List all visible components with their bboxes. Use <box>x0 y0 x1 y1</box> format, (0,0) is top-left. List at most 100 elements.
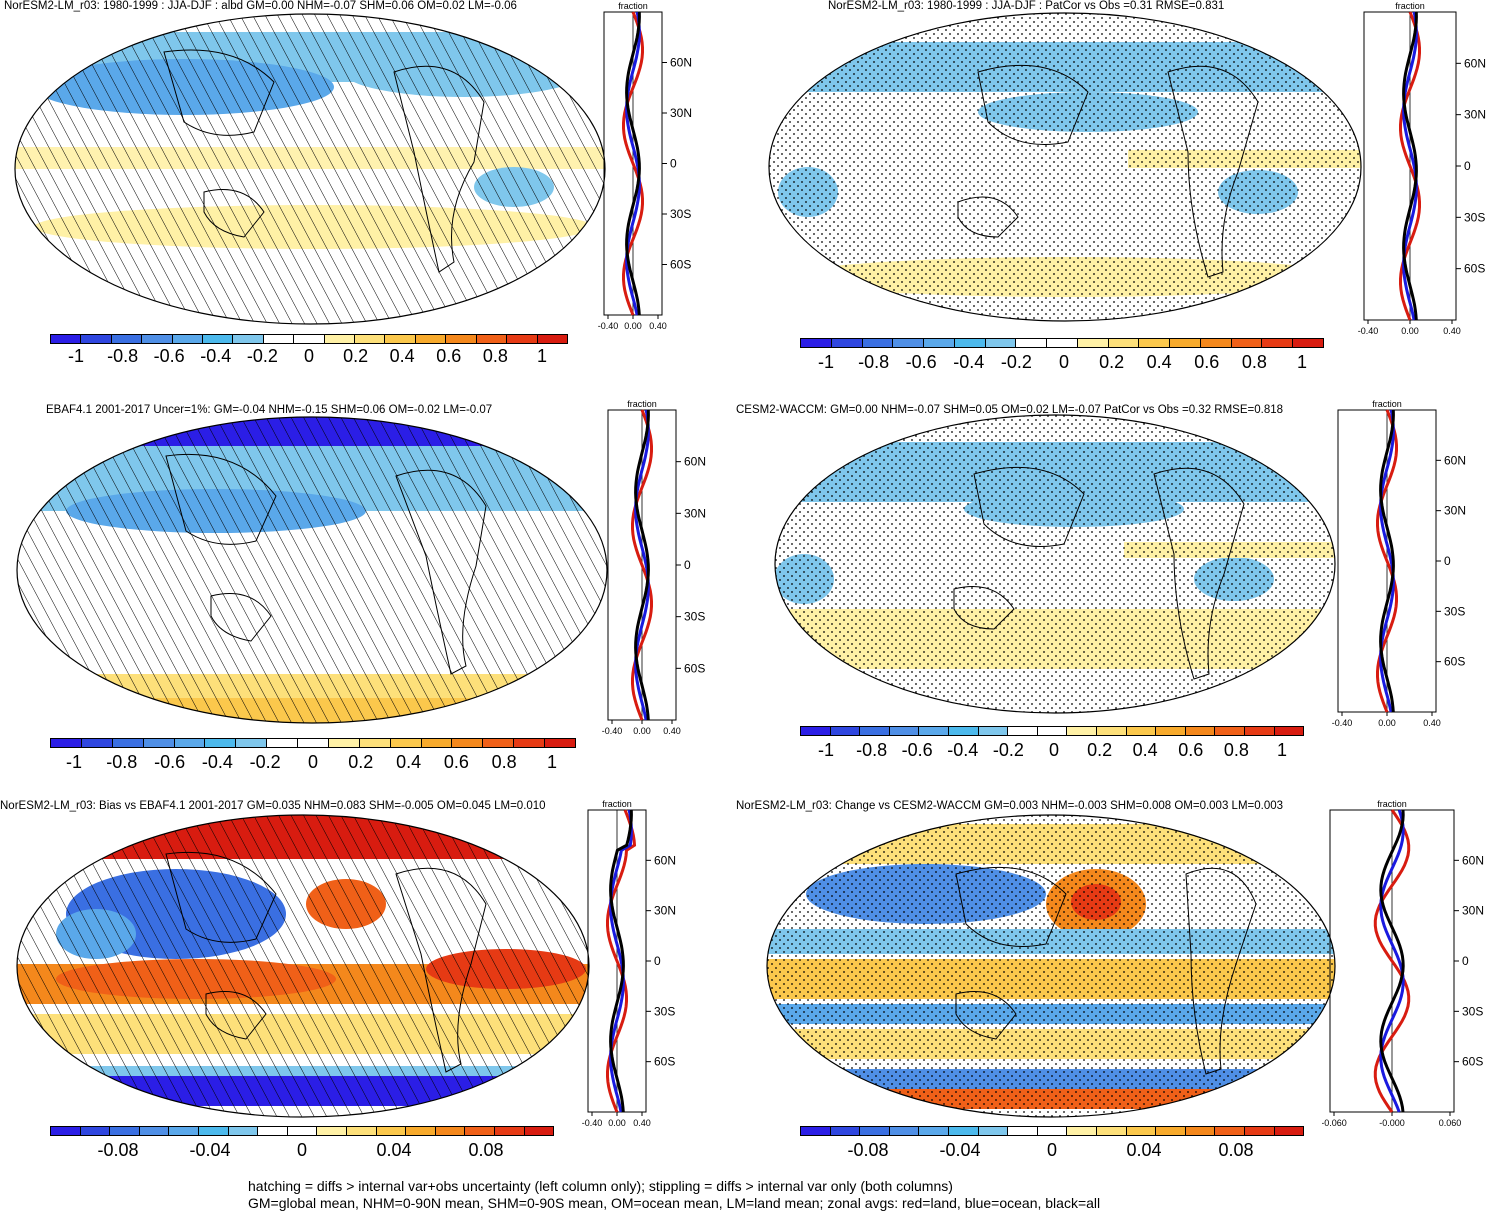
colorbar-cell <box>111 335 143 343</box>
colorbar <box>800 338 1324 348</box>
lat-tick-label: 0 <box>1462 954 1469 968</box>
lat-tick-label: 0 <box>670 157 677 171</box>
x-tick-label: -0.40 <box>602 726 623 736</box>
colorbar-tick-label: 0 <box>1058 352 1070 372</box>
lat-tick-label: 60N <box>1444 453 1466 467</box>
colorbar-cell <box>406 1127 436 1135</box>
lat-tick-label: 60S <box>654 1055 675 1069</box>
lat-tick-label: 30N <box>670 106 692 120</box>
colorbar-tick-label: -0.8 <box>858 352 890 372</box>
lat-tick-label: 30N <box>684 506 706 520</box>
colorbar-tick-label: 0.4 <box>1132 740 1158 760</box>
colorbar-cell <box>524 1127 554 1135</box>
colorbar-cell <box>889 727 920 735</box>
colorbar-cell <box>1185 1127 1216 1135</box>
colorbar-tick-label: 0.04 <box>376 1140 412 1160</box>
colorbar-cell <box>446 335 477 343</box>
colorbar-cell <box>830 1127 861 1135</box>
colorbar-cell <box>1037 1127 1068 1135</box>
footer-line-2: GM=global mean, NHM=0-90N mean, SHM=0-90… <box>248 1195 1101 1211</box>
x-tick-label: 0.40 <box>1443 326 1461 336</box>
ocean-zonal-line <box>1379 409 1395 713</box>
colorbar-cell <box>1156 1127 1186 1135</box>
colorbar-tick-label: -0.04 <box>189 1140 231 1160</box>
colorbar-cell <box>435 1127 466 1135</box>
colorbar-cell <box>51 1127 81 1135</box>
colorbar-tick-label: 0.2 <box>1087 740 1113 760</box>
colorbar-cell <box>1215 1127 1245 1135</box>
colorbar-tick-label: -1 <box>65 752 83 772</box>
colorbar-cell <box>948 1127 979 1135</box>
colorbar <box>50 334 568 344</box>
x-tick-label: 0.40 <box>663 726 681 736</box>
colorbar-cell <box>1067 727 1097 735</box>
lat-tick-label: 30S <box>1464 210 1485 224</box>
zonal-axis-label: fraction <box>1395 1 1425 11</box>
colorbar-cell <box>1185 727 1216 735</box>
colorbar-tick-label: 0 <box>307 752 319 772</box>
colorbar-tick-label: -0.8 <box>106 752 138 772</box>
colorbar-cell <box>1008 727 1038 735</box>
colorbar-tick-label: -1 <box>817 352 835 372</box>
colorbar-cell <box>294 335 325 343</box>
colorbar-ticks: -1 -0.8 -0.6 -0.4 -0.2 0 0.2 0.4 0.6 0.8 1 <box>68 346 547 368</box>
colorbar-cell <box>355 335 386 343</box>
colorbar-cell <box>948 727 979 735</box>
land-zonal-line <box>1373 809 1411 1113</box>
colorbar-cell <box>830 727 861 735</box>
colorbar-cell <box>1139 339 1171 347</box>
panel-title: NorESM2-LM_r03: 1980-1999 : JJA-DJF : al… <box>4 0 517 12</box>
colorbar-cell <box>81 739 113 747</box>
colorbar-tick-label: -0.2 <box>992 740 1024 760</box>
colorbar-tick-label: -0.8 <box>856 740 888 760</box>
colorbar-cell <box>545 739 575 747</box>
zonal-mean-plot: fraction 60N 30N 0 30S 60S -0.060 -0.000 0.060 <box>1322 799 1484 1128</box>
colorbar-cell <box>514 739 545 747</box>
colorbar-tick-label: 0.6 <box>436 346 462 366</box>
colorbar-cell <box>1293 339 1324 347</box>
colorbar-cell <box>1047 339 1078 347</box>
x-tick-label: 0.00 <box>1401 326 1419 336</box>
colorbar-tick-label: -0.4 <box>200 346 232 366</box>
lat-tick-label: 30N <box>1462 904 1484 918</box>
colorbar-cell <box>267 739 298 747</box>
lat-tick-label: 30N <box>1464 108 1486 122</box>
colorbar-tick-label: 0.2 <box>348 752 374 772</box>
colorbar-tick-label: 1 <box>1276 740 1288 760</box>
colorbar-cell <box>985 339 1017 347</box>
colorbar-cell <box>801 339 832 347</box>
colorbar-tick-label: 0.8 <box>491 752 517 772</box>
colorbar-cell <box>801 1127 831 1135</box>
lat-tick-label: 60N <box>670 56 692 70</box>
colorbar-cell <box>287 1127 318 1135</box>
colorbar-ticks: -1 -0.8 -0.6 -0.4 -0.2 0 0.2 0.4 0.6 0.8 1 <box>818 740 1287 762</box>
colorbar-cell <box>483 739 515 747</box>
colorbar <box>50 738 576 748</box>
colorbar-cell <box>258 1127 288 1135</box>
panel-title: EBAF4.1 2001-2017 Uncer=1%: GM=-0.04 NHM… <box>46 404 493 416</box>
lat-tick-label: 0 <box>1444 554 1451 568</box>
colorbar-cell <box>142 335 173 343</box>
colorbar-ticks: -1 -0.8 -0.6 -0.4 -0.2 0 0.2 0.4 0.6 0.8 1 <box>818 352 1307 374</box>
colorbar-cell <box>954 339 986 347</box>
land-zonal-line <box>631 409 653 721</box>
colorbar-cell <box>174 739 206 747</box>
colorbar-tick-label: 1 <box>546 752 558 772</box>
colorbar-tick-label: 0.2 <box>343 346 369 366</box>
lat-tick-label: 60N <box>1462 853 1484 867</box>
colorbar-tick-label: 0.8 <box>1241 352 1267 372</box>
colorbar-tick-label: 0 <box>1046 1140 1058 1160</box>
colorbar-cell <box>1244 727 1275 735</box>
colorbar-cell <box>860 1127 890 1135</box>
colorbar-cell <box>924 339 955 347</box>
lat-tick-label: 60S <box>670 258 691 272</box>
x-tick-label: 0.40 <box>649 321 667 331</box>
colorbar-cell <box>236 739 268 747</box>
colorbar-cell <box>421 739 453 747</box>
colorbar-ticks: -0.08 -0.04 0 0.04 0.08 <box>97 1140 503 1162</box>
colorbar-cell <box>1200 339 1232 347</box>
lat-tick-label: 60S <box>1462 1055 1483 1069</box>
all-zonal-line <box>609 809 633 1113</box>
lat-tick-label: 30S <box>1462 1004 1483 1018</box>
footer-line-1: hatching = diffs > internal var+obs unce… <box>248 1178 953 1194</box>
